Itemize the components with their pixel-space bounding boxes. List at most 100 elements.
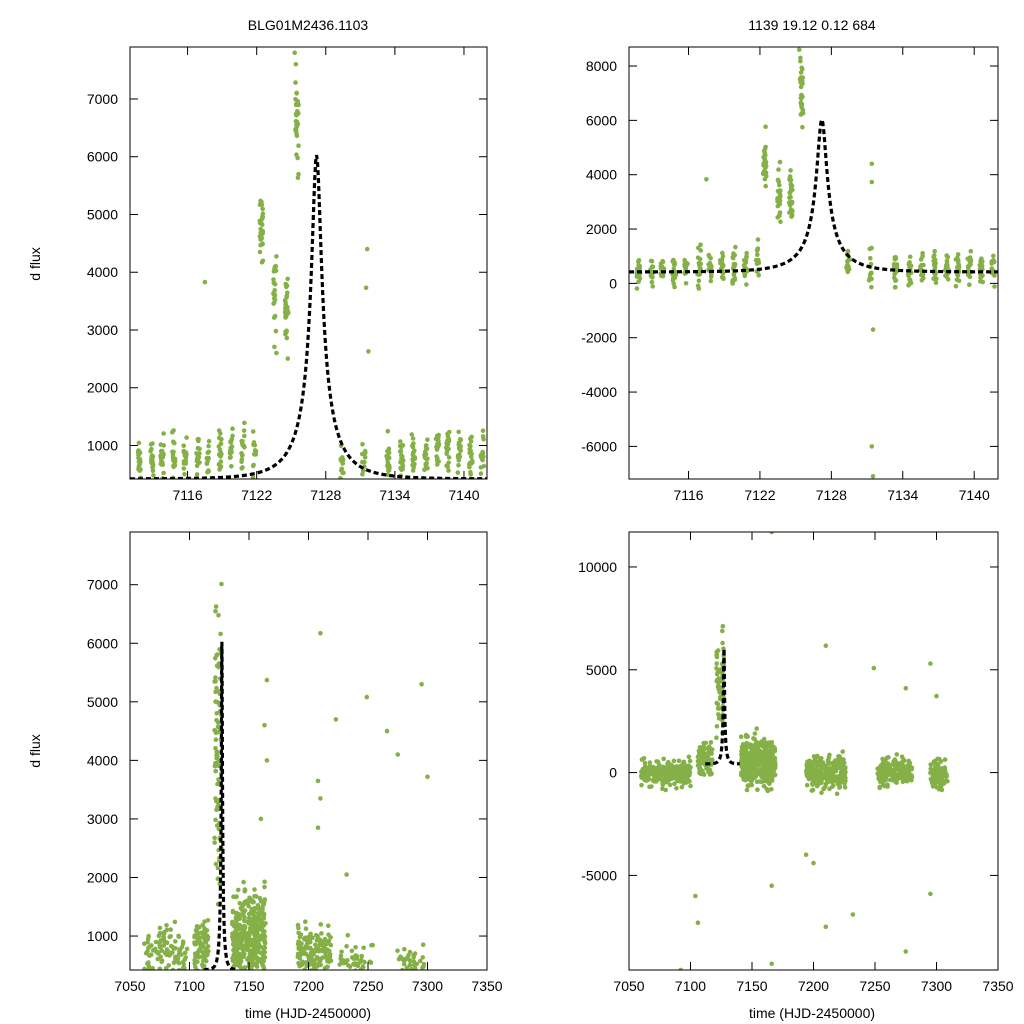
data-point: [768, 775, 774, 781]
data-point: [650, 284, 655, 289]
data-point: [435, 462, 440, 467]
y-tick-label: 1000: [87, 438, 118, 454]
data-point: [804, 782, 810, 788]
data-point: [683, 281, 689, 286]
data-point: [765, 769, 771, 774]
data-point: [754, 726, 759, 731]
data-point: [827, 786, 832, 792]
data-point: [480, 457, 485, 463]
data-point: [215, 763, 221, 768]
data-point: [345, 933, 351, 938]
data-point: [424, 446, 430, 452]
outlier-point: [796, 47, 802, 52]
data-point: [180, 959, 186, 965]
data-point: [296, 939, 301, 944]
data-point: [808, 765, 814, 770]
data-point: [195, 970, 200, 975]
y-tick-label: 0: [609, 765, 617, 781]
data-point: [833, 758, 838, 763]
data-point: [397, 449, 403, 454]
data-point: [271, 315, 277, 320]
data-point: [468, 454, 474, 460]
x-tick-label: 7050: [114, 978, 145, 994]
data-point: [814, 770, 819, 775]
data-point: [229, 464, 234, 469]
data-point: [159, 948, 165, 953]
outlier-point: [803, 852, 809, 858]
data-point: [894, 269, 900, 274]
data-point: [991, 253, 996, 259]
data-point: [229, 444, 235, 449]
data-point: [399, 459, 404, 465]
data-point: [966, 265, 971, 271]
data-point: [714, 735, 719, 740]
data-point: [204, 977, 209, 982]
data-point: [167, 934, 172, 940]
data-point: [370, 942, 376, 948]
data-point: [674, 786, 679, 791]
data-point: [242, 965, 248, 970]
data-point: [446, 455, 452, 460]
data-point: [659, 273, 665, 279]
data-point: [730, 281, 735, 286]
data-point: [184, 946, 190, 952]
data-point: [410, 436, 416, 441]
data-point: [750, 771, 755, 777]
data-point: [457, 437, 463, 442]
data-point: [755, 252, 760, 257]
plot-frame: [129, 46, 488, 480]
data-point: [931, 258, 936, 264]
data-point: [252, 894, 257, 899]
data-point: [842, 768, 847, 773]
data-point: [769, 787, 774, 792]
data-point: [197, 971, 202, 976]
y-tick-label: 4000: [87, 752, 118, 768]
data-point: [250, 963, 256, 968]
data-point: [230, 942, 236, 947]
data-point: [682, 263, 687, 269]
data-point: [945, 779, 950, 784]
data-point: [258, 899, 264, 904]
data-point: [136, 440, 142, 446]
data-point: [172, 440, 177, 446]
data-point: [456, 462, 461, 468]
data-point: [170, 452, 176, 457]
data-point: [763, 144, 768, 150]
data-point: [300, 970, 305, 975]
data-point: [251, 899, 256, 905]
data-point: [659, 265, 664, 271]
data-point: [907, 277, 912, 283]
data-point: [882, 783, 887, 789]
x-tick-label: 7122: [241, 487, 272, 503]
data-point: [181, 466, 187, 471]
data-point: [237, 901, 243, 906]
data-point: [761, 171, 766, 176]
data-point: [184, 435, 189, 440]
data-point: [708, 278, 714, 284]
data-point: [244, 937, 249, 942]
data-point: [756, 768, 762, 774]
data-point: [700, 748, 705, 754]
data-point: [799, 79, 805, 84]
data-point: [944, 253, 949, 258]
data-point: [296, 171, 301, 177]
data-point: [684, 765, 689, 770]
data-point: [239, 972, 244, 977]
data-point: [714, 652, 720, 657]
data-point: [142, 941, 147, 946]
data-point: [237, 961, 243, 966]
data-point: [235, 953, 241, 959]
outlier-point: [264, 677, 270, 683]
data-point: [826, 755, 832, 760]
outlier-point: [871, 665, 877, 671]
data-point: [196, 948, 202, 953]
data-point: [235, 931, 240, 937]
data-point: [468, 469, 473, 475]
data-point: [168, 927, 173, 932]
data-point: [878, 772, 883, 777]
data-point: [716, 684, 722, 689]
data-point: [142, 966, 147, 970]
data-point: [682, 769, 688, 775]
data-point: [636, 279, 641, 285]
data-point: [320, 955, 325, 961]
